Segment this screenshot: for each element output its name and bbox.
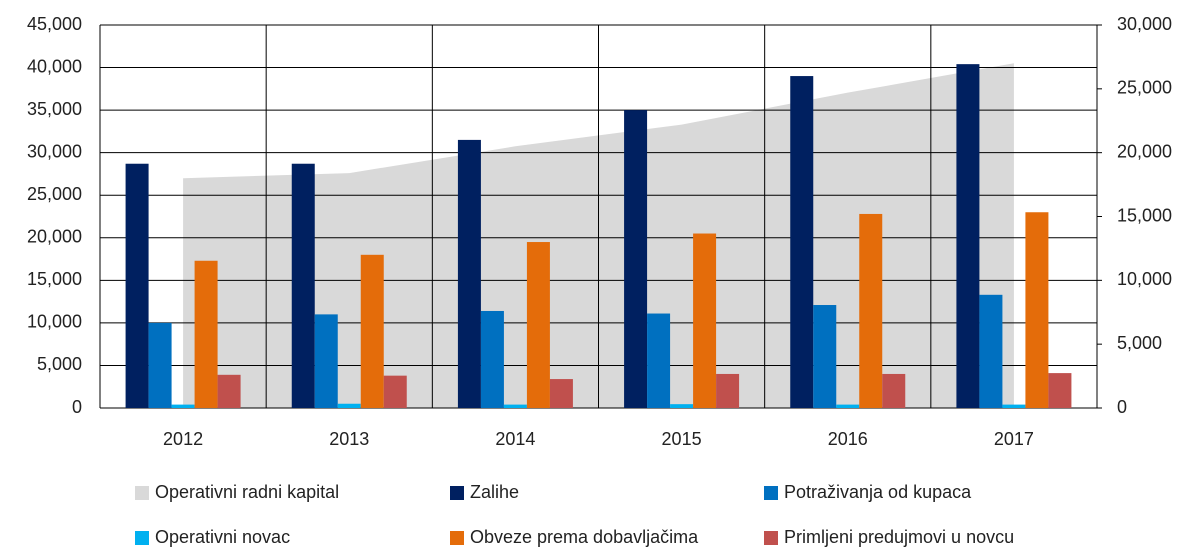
bar bbox=[813, 305, 837, 408]
y-tick-label: 0 bbox=[72, 397, 82, 417]
legend-swatch bbox=[135, 486, 149, 500]
bar bbox=[624, 110, 648, 408]
legend-label: Primljeni predujmovi u novcu bbox=[784, 527, 1014, 547]
y-tick-label: 25,000 bbox=[27, 184, 82, 204]
x-tick-label: 2014 bbox=[495, 429, 535, 449]
legend-label: Zalihe bbox=[470, 482, 519, 502]
y2-tick-label: 10,000 bbox=[1117, 269, 1172, 289]
bar bbox=[1025, 212, 1049, 408]
bar bbox=[337, 403, 361, 408]
bar bbox=[790, 76, 814, 409]
legend-swatch bbox=[450, 486, 464, 500]
x-tick-label: 2016 bbox=[828, 429, 868, 449]
y-tick-label: 15,000 bbox=[27, 269, 82, 289]
legend-label: Potraživanja od kupaca bbox=[784, 482, 972, 502]
bar bbox=[693, 233, 717, 408]
x-tick-label: 2013 bbox=[329, 429, 369, 449]
legend-label: Operativni novac bbox=[155, 527, 290, 547]
bar bbox=[148, 322, 172, 408]
y-tick-label: 10,000 bbox=[27, 312, 82, 332]
legend-swatch bbox=[764, 486, 778, 500]
bar bbox=[503, 404, 527, 408]
bar bbox=[549, 379, 573, 408]
bar bbox=[716, 373, 740, 408]
bar bbox=[314, 314, 338, 408]
y-tick-label: 30,000 bbox=[27, 141, 82, 161]
bar bbox=[859, 213, 883, 408]
bar bbox=[979, 294, 1003, 408]
y-tick-label: 35,000 bbox=[27, 99, 82, 119]
x-tick-label: 2012 bbox=[163, 429, 203, 449]
bar bbox=[217, 374, 241, 408]
bar bbox=[360, 254, 384, 408]
bar bbox=[836, 404, 860, 408]
bar bbox=[670, 404, 694, 408]
bar bbox=[457, 139, 481, 408]
bar bbox=[480, 310, 504, 408]
y-tick-label: 45,000 bbox=[27, 14, 82, 34]
bar bbox=[526, 242, 550, 408]
y2-tick-label: 15,000 bbox=[1117, 205, 1172, 225]
x-tick-label: 2017 bbox=[994, 429, 1034, 449]
legend-label: Obveze prema dobavljačima bbox=[470, 527, 699, 547]
y2-tick-label: 25,000 bbox=[1117, 78, 1172, 98]
legend-swatch bbox=[450, 531, 464, 545]
y2-tick-label: 0 bbox=[1117, 397, 1127, 417]
y2-tick-label: 30,000 bbox=[1117, 14, 1172, 34]
bar bbox=[125, 163, 149, 408]
y2-tick-label: 20,000 bbox=[1117, 141, 1172, 161]
x-tick-label: 2015 bbox=[662, 429, 702, 449]
bar bbox=[882, 373, 906, 408]
bar bbox=[383, 375, 407, 408]
bar bbox=[171, 404, 195, 408]
bar bbox=[1048, 373, 1072, 408]
bar bbox=[291, 163, 315, 408]
y-tick-label: 20,000 bbox=[27, 227, 82, 247]
bar bbox=[956, 64, 980, 408]
bar bbox=[647, 313, 671, 408]
legend-swatch bbox=[135, 531, 149, 545]
legend-label: Operativni radni kapital bbox=[155, 482, 339, 502]
bar bbox=[1002, 404, 1026, 408]
legend-swatch bbox=[764, 531, 778, 545]
y-tick-label: 5,000 bbox=[37, 354, 82, 374]
y2-tick-label: 5,000 bbox=[1117, 333, 1162, 353]
y-tick-label: 40,000 bbox=[27, 56, 82, 76]
bar bbox=[194, 260, 218, 408]
